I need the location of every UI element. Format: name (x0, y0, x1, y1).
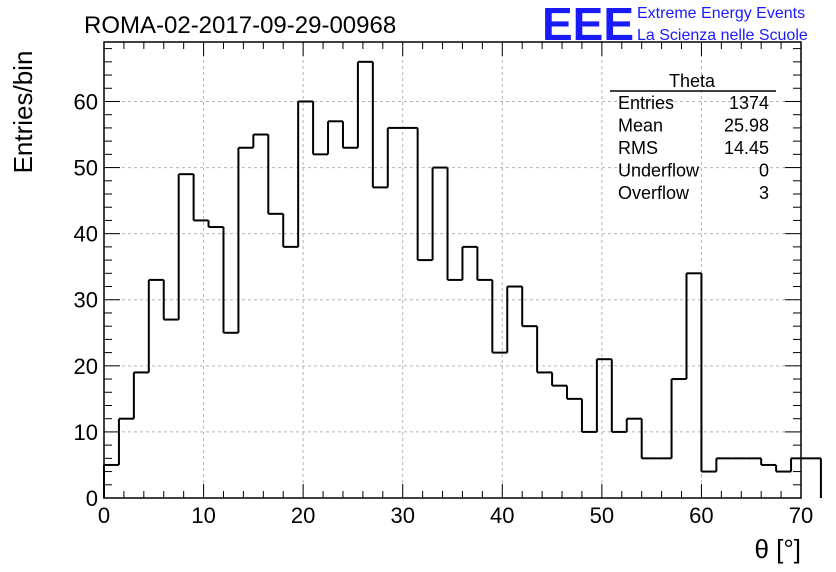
x-axis-label: θ [°] (754, 534, 801, 564)
stats-row-label: Overflow (618, 183, 690, 203)
stats-rows: Entries 1374 Mean 25.98 RMS 14.45 Underflow 0 Ov… (618, 93, 769, 203)
stats-row-value: 25.98 (724, 116, 769, 136)
stats-row-label: RMS (618, 138, 658, 158)
y-tick-label: 60 (74, 89, 98, 114)
histogram-bars (103, 60, 822, 498)
ticks-layer (103, 42, 802, 499)
stats-row-label: Mean (618, 116, 663, 136)
stats-row-value: 0 (759, 161, 769, 181)
x-tick-label: 30 (390, 503, 414, 528)
stats-name: Theta (669, 71, 716, 91)
x-tick-labels: 0 10 20 30 40 50 60 70 (98, 503, 813, 528)
y-tick-label: 40 (74, 222, 98, 247)
stats-row-label: Underflow (618, 161, 700, 181)
plot-frame (103, 41, 802, 499)
run-title: ROMA-02-2017-09-29-00968 (84, 12, 396, 39)
stats-row-value: 14.45 (724, 138, 769, 158)
y-tick-label: 50 (74, 156, 98, 181)
grid-layer (104, 42, 801, 498)
y-tick-label: 10 (74, 420, 98, 445)
stats-row-value: 3 (759, 183, 769, 203)
stats-row-value: 1374 (729, 93, 769, 113)
y-axis-label: Entries/bin (8, 51, 38, 174)
x-tick-label: 70 (789, 503, 813, 528)
y-tick-label: 20 (74, 354, 98, 379)
stats-box: Theta Entries 1374 Mean 25.98 RMS 14.45 Underf… (610, 71, 776, 203)
logo-line-1: Extreme Energy Events (637, 5, 805, 22)
x-tick-label: 20 (291, 503, 315, 528)
y-tick-label: 0 (86, 486, 98, 511)
x-tick-label: 60 (689, 503, 713, 528)
x-tick-label: 0 (98, 503, 110, 528)
logo-line-2: La Scienza nelle Scuole (637, 27, 808, 44)
y-tick-label: 30 (74, 288, 98, 313)
x-tick-label: 40 (490, 503, 514, 528)
x-tick-label: 50 (590, 503, 614, 528)
x-tick-label: 10 (191, 503, 215, 528)
y-tick-labels: 0 10 20 30 40 50 60 (74, 89, 98, 511)
stats-row-label: Entries (618, 93, 674, 113)
eee-logo-mark: EEE (542, 0, 634, 50)
